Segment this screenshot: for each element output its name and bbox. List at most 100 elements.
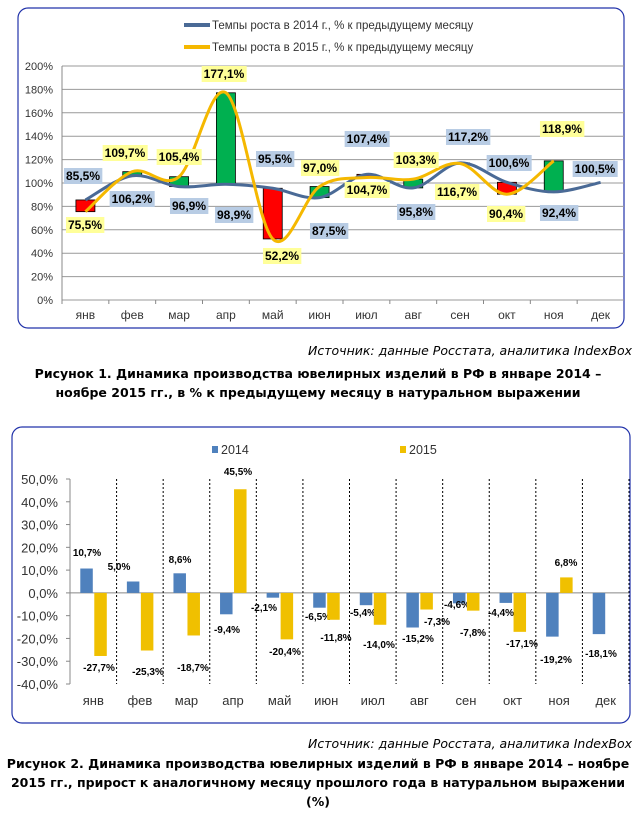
x-tick-label: май (268, 693, 291, 708)
data-label-2015: -18,7% (177, 663, 209, 674)
data-label-2014: 87,5% (312, 224, 346, 238)
data-label-background (169, 198, 209, 214)
legend-label: Темпы роста в 2014 г., % к предыдущему м… (212, 20, 474, 32)
x-tick-label: апр (222, 693, 244, 708)
source-note-1: Источник: данные Росстата, аналитика Ind… (308, 343, 632, 358)
data-label-background (486, 206, 526, 222)
data-label-2014: 98,9% (217, 208, 251, 222)
data-label-2015: 52,2% (265, 249, 299, 263)
data-label-background (434, 184, 480, 200)
bar-2015 (560, 577, 573, 593)
y-tick-label: 20% (31, 272, 53, 284)
y-tick-label: 40,0% (21, 495, 58, 510)
bar-2014 (359, 592, 373, 606)
bar-2015 (140, 592, 154, 651)
data-label-2014: 85,5% (66, 169, 100, 183)
figure-caption-1: Рисунок 1. Динамика производства ювелирн… (34, 366, 602, 400)
x-tick-label: июн (314, 693, 338, 708)
y-tick-label: 160% (25, 108, 53, 120)
x-tick-label: июл (361, 693, 385, 708)
data-label-2014: 100,5% (575, 162, 616, 176)
bar-2014 (499, 592, 513, 603)
data-label-2015: -25,3% (132, 667, 164, 678)
data-label-2015: -17,1% (506, 639, 538, 650)
x-tick-label: авг (405, 308, 423, 322)
data-label-background (156, 149, 202, 165)
y-tick-label: 50,0% (21, 472, 58, 487)
x-tick-label: янв (83, 693, 104, 708)
data-label-2015: 45,5% (224, 467, 252, 478)
data-label-background (201, 66, 247, 82)
y-tick-label: 30,0% (21, 518, 58, 533)
data-label-2014: 106,2% (112, 192, 153, 206)
y-tick-label: 180% (25, 84, 53, 96)
data-label-2014: -6,5% (305, 612, 331, 623)
y-tick-label: 140% (25, 131, 53, 143)
bar-2014 (126, 581, 140, 593)
x-tick-label: май (262, 308, 284, 322)
legend-label: Темпы роста в 2015 г., % к предыдущему м… (212, 42, 474, 54)
data-label-2014: 107,4% (347, 132, 388, 146)
data-label-2014: 5,0% (108, 562, 131, 573)
data-label-background (572, 161, 618, 177)
data-label-2014: -18,1% (585, 649, 617, 660)
data-label-2015: -7,8% (460, 628, 486, 639)
data-label-2014: -5,4% (350, 608, 376, 619)
data-label-2015: 103,3% (396, 153, 437, 167)
data-label-2014: 100,6% (489, 156, 530, 170)
bar-2015 (513, 592, 527, 632)
y-tick-label: -30,0% (17, 654, 59, 669)
x-tick-label: ноя (548, 693, 569, 708)
data-label-2014: 96,9% (172, 199, 206, 213)
bar-2014 (546, 592, 559, 637)
bar-2015 (94, 592, 107, 656)
bar-2014 (592, 592, 606, 635)
bar-2014 (406, 592, 419, 628)
bar-2015 (373, 592, 387, 625)
bar-2015 (234, 489, 247, 593)
legend-label: 2014 (221, 443, 249, 457)
data-label-2014: 117,2% (448, 130, 488, 144)
data-label-2015: 97,0% (303, 161, 337, 175)
data-label-2015: 6,8% (555, 558, 578, 569)
bar-2014 (80, 568, 93, 593)
data-label-2015: 177,1% (204, 67, 245, 81)
data-label-2015: 116,7% (437, 185, 477, 199)
legend-swatch (212, 446, 218, 453)
series-line-2014 (84, 161, 601, 202)
y-tick-label: 0% (37, 295, 53, 307)
y-tick-label: 80% (31, 201, 53, 213)
data-label-2015: 109,7% (105, 146, 146, 160)
bar-2015 (280, 592, 294, 640)
data-label-background (539, 205, 579, 221)
data-label-2014: -9,4% (214, 625, 240, 636)
bar-2014 (452, 592, 466, 604)
x-tick-label: июн (308, 308, 330, 322)
x-tick-label: апр (216, 308, 236, 322)
data-label-background (65, 217, 105, 233)
y-tick-label: 200% (25, 61, 53, 73)
y-tick-label: 40% (31, 248, 53, 260)
chart2-frame (11, 426, 631, 724)
x-tick-label: сен (450, 308, 469, 322)
legend-label: 2015 (409, 443, 437, 457)
data-label-2014: -4,4% (488, 608, 514, 619)
x-tick-label: янв (76, 308, 96, 322)
x-tick-label: мар (168, 308, 190, 322)
data-label-background (63, 168, 103, 184)
data-label-background (309, 223, 349, 239)
source-note-2: Источник: данные Росстата, аналитика Ind… (308, 736, 632, 751)
bar-2014 (313, 592, 326, 608)
series-line-2015 (84, 90, 555, 243)
data-label-2015: 118,9% (542, 122, 582, 136)
x-tick-label: дек (591, 308, 611, 322)
x-tick-label: июл (355, 308, 377, 322)
data-label-2014: 10,7% (73, 548, 101, 559)
data-label-background (102, 145, 148, 161)
data-label-2014: 95,5% (258, 152, 292, 166)
figure-caption-2: Рисунок 2. Динамика производства ювелирн… (6, 756, 630, 809)
x-tick-label: окт (503, 693, 522, 708)
data-label-background (396, 204, 436, 220)
x-tick-label: мар (175, 693, 198, 708)
